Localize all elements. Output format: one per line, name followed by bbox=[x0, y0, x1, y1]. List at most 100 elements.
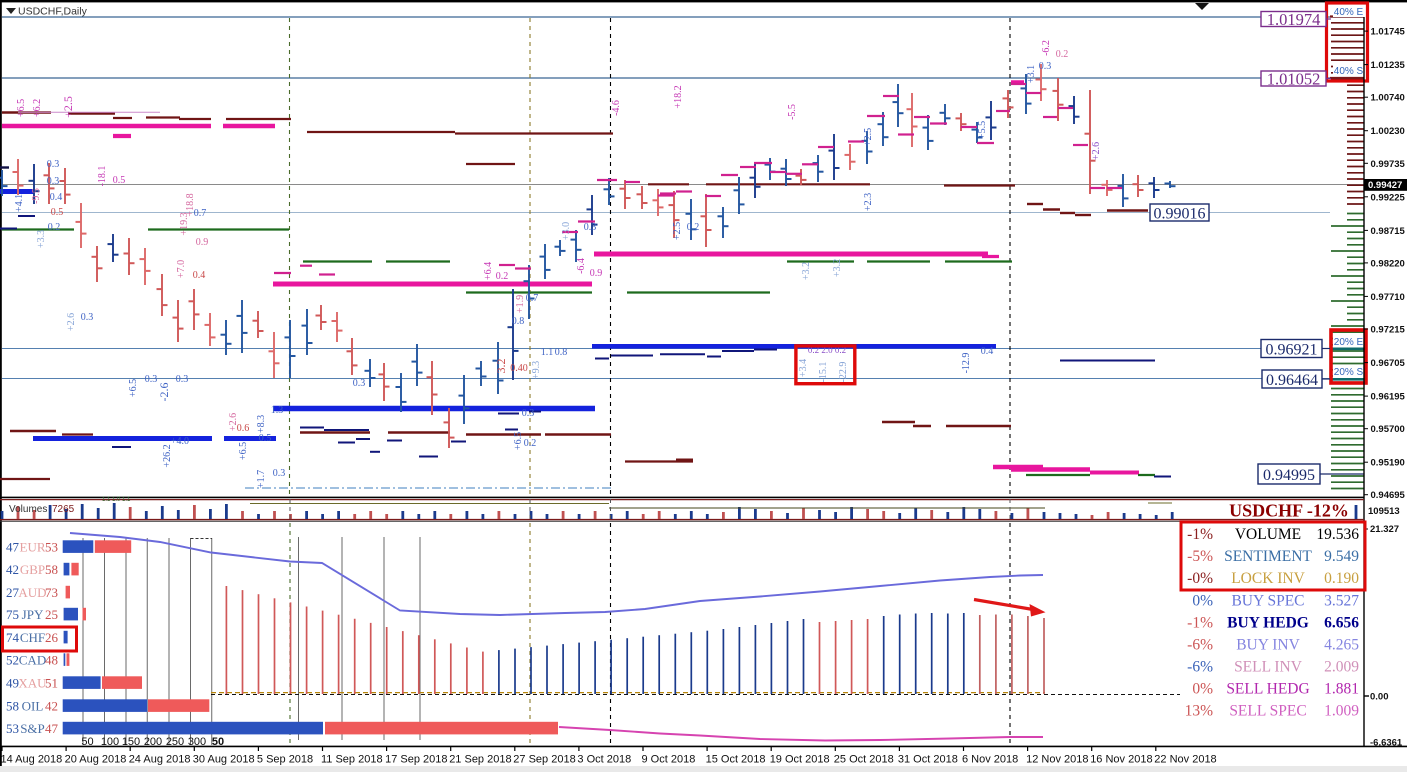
svg-text:73: 73 bbox=[45, 585, 58, 600]
svg-text:5 Sep 2018: 5 Sep 2018 bbox=[257, 754, 313, 766]
svg-text:17 Sep 2018: 17 Sep 2018 bbox=[385, 754, 447, 766]
svg-text:SELL INV: SELL INV bbox=[1234, 659, 1303, 676]
svg-text:1.1 1.0 1.1: 1.1 1.0 1.1 bbox=[102, 497, 131, 503]
svg-text:+8.3: +8.3 bbox=[256, 415, 267, 433]
svg-text:15 Oct 2018: 15 Oct 2018 bbox=[706, 754, 766, 766]
svg-text:42: 42 bbox=[45, 698, 58, 713]
svg-text:SELL SPEC: SELL SPEC bbox=[1229, 703, 1306, 720]
svg-text:9 Oct 2018: 9 Oct 2018 bbox=[642, 754, 696, 766]
svg-text:26: 26 bbox=[45, 630, 59, 645]
svg-text:+19.3: +19.3 bbox=[179, 212, 190, 235]
svg-text:6.656: 6.656 bbox=[1324, 615, 1359, 632]
svg-text:-6%: -6% bbox=[1187, 637, 1213, 654]
svg-text:21.327: 21.327 bbox=[1370, 524, 1399, 535]
svg-text:0.2: 0.2 bbox=[687, 222, 700, 233]
svg-text:BUY INV: BUY INV bbox=[1236, 637, 1300, 654]
svg-text:+4.0: +4.0 bbox=[171, 436, 189, 447]
svg-text:1.009: 1.009 bbox=[1324, 703, 1359, 720]
svg-text:49: 49 bbox=[6, 675, 19, 690]
svg-text:-1%: -1% bbox=[1187, 615, 1213, 632]
svg-text:0.9: 0.9 bbox=[590, 268, 603, 279]
svg-text:+2.5: +2.5 bbox=[863, 128, 874, 146]
svg-text:200: 200 bbox=[144, 736, 162, 748]
svg-text:0.99735: 0.99735 bbox=[1371, 159, 1406, 170]
svg-text:EUR: EUR bbox=[20, 539, 46, 554]
svg-text:+6.5: +6.5 bbox=[16, 99, 27, 117]
svg-text:+3.2: +3.2 bbox=[801, 262, 812, 280]
svg-text:-22.9: -22.9 bbox=[838, 362, 849, 383]
svg-text:+7.0: +7.0 bbox=[176, 260, 187, 278]
svg-text:+6.2: +6.2 bbox=[32, 99, 43, 117]
svg-text:20% S: 20% S bbox=[1334, 367, 1364, 378]
svg-text:S&P: S&P bbox=[20, 721, 45, 736]
svg-text:USDCHF -12%: USDCHF -12% bbox=[1229, 501, 1349, 521]
svg-text:0.94995: 0.94995 bbox=[1263, 467, 1315, 484]
svg-text:0%: 0% bbox=[1192, 593, 1213, 610]
svg-text:0.5: 0.5 bbox=[259, 433, 272, 444]
svg-text:0.00: 0.00 bbox=[1370, 692, 1389, 703]
svg-text:22 Nov 2018: 22 Nov 2018 bbox=[1154, 754, 1216, 766]
svg-text:+2.6: +2.6 bbox=[1091, 142, 1102, 160]
svg-text:1.01052: 1.01052 bbox=[1267, 69, 1321, 88]
svg-text:0.3: 0.3 bbox=[584, 222, 597, 233]
svg-text:+1.7: +1.7 bbox=[256, 470, 267, 488]
svg-text:6 Nov 2018: 6 Nov 2018 bbox=[962, 754, 1018, 766]
svg-text:0.2 2.0 0.2: 0.2 2.0 0.2 bbox=[808, 345, 846, 355]
svg-text:+6.5: +6.5 bbox=[513, 432, 524, 450]
svg-text:14 Aug 2018: 14 Aug 2018 bbox=[1, 754, 63, 766]
svg-text:+3.3: +3.3 bbox=[36, 230, 47, 248]
svg-text:24 Aug 2018: 24 Aug 2018 bbox=[129, 754, 191, 766]
svg-text:25 Oct 2018: 25 Oct 2018 bbox=[834, 754, 894, 766]
svg-text:4.265: 4.265 bbox=[1324, 637, 1359, 654]
svg-text:1.1: 1.1 bbox=[541, 347, 554, 358]
svg-text:12 Nov 2018: 12 Nov 2018 bbox=[1026, 754, 1088, 766]
svg-text:25: 25 bbox=[45, 607, 58, 622]
svg-text:GBP: GBP bbox=[20, 562, 45, 577]
svg-text:+2.6: +2.6 bbox=[228, 413, 239, 431]
svg-text:1.01974: 1.01974 bbox=[1267, 10, 1321, 29]
svg-text:Volumes: Volumes bbox=[9, 504, 47, 515]
svg-text:19.536: 19.536 bbox=[1316, 526, 1359, 543]
svg-text:-6.4: -6.4 bbox=[576, 258, 587, 274]
svg-text:0.3: 0.3 bbox=[47, 159, 60, 170]
svg-text:+2.6: +2.6 bbox=[66, 313, 77, 331]
svg-text:0.3: 0.3 bbox=[47, 176, 60, 187]
svg-text:30 Aug 2018: 30 Aug 2018 bbox=[193, 754, 255, 766]
svg-text:0.97215: 0.97215 bbox=[1371, 325, 1406, 336]
svg-text:-6%: -6% bbox=[1187, 659, 1213, 676]
svg-text:20% E: 20% E bbox=[1334, 337, 1364, 348]
svg-text:JPY: JPY bbox=[22, 607, 44, 622]
svg-text:9.549: 9.549 bbox=[1324, 548, 1359, 565]
svg-text:2.009: 2.009 bbox=[1324, 659, 1359, 676]
svg-text:-0%: -0% bbox=[1187, 570, 1213, 587]
svg-text:1.881: 1.881 bbox=[1324, 681, 1359, 698]
svg-text:74: 74 bbox=[6, 630, 20, 645]
svg-text:1.01235: 1.01235 bbox=[1371, 60, 1406, 71]
svg-text:52: 52 bbox=[6, 652, 19, 667]
svg-text:+5.5: +5.5 bbox=[977, 121, 988, 139]
svg-text:+18.8: +18.8 bbox=[185, 193, 196, 216]
svg-text:-4.6: -4.6 bbox=[611, 100, 622, 116]
svg-text:CHF: CHF bbox=[20, 630, 45, 645]
svg-text:13%: 13% bbox=[1185, 703, 1214, 720]
svg-text:21 Sep 2018: 21 Sep 2018 bbox=[449, 754, 511, 766]
svg-text:0.96921: 0.96921 bbox=[1266, 341, 1318, 358]
svg-text:+1.9: +1.9 bbox=[515, 295, 526, 313]
svg-text:31 Oct 2018: 31 Oct 2018 bbox=[898, 754, 958, 766]
svg-text:0.7: 0.7 bbox=[526, 293, 539, 304]
svg-text:1.00230: 1.00230 bbox=[1371, 126, 1405, 137]
svg-text:+9.3: +9.3 bbox=[531, 361, 542, 379]
svg-text:42: 42 bbox=[6, 562, 19, 577]
svg-text:0.94695: 0.94695 bbox=[1371, 490, 1406, 501]
svg-text:0.190: 0.190 bbox=[1324, 570, 1359, 587]
svg-text:300: 300 bbox=[188, 736, 206, 748]
svg-text:+3.1: +3.1 bbox=[1026, 65, 1037, 83]
svg-text:OIL: OIL bbox=[22, 698, 44, 713]
svg-text:USDCHF,Daily: USDCHF,Daily bbox=[18, 6, 88, 18]
svg-text:50: 50 bbox=[212, 736, 224, 748]
svg-text:0.2: 0.2 bbox=[496, 271, 509, 282]
svg-text:0.4: 0.4 bbox=[193, 270, 206, 281]
svg-text:1.3: 1.3 bbox=[271, 405, 284, 416]
svg-text:0.96705: 0.96705 bbox=[1371, 358, 1406, 369]
svg-text:-15.1: -15.1 bbox=[818, 362, 829, 383]
